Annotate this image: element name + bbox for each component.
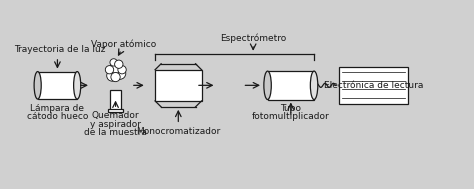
Text: de la muestra: de la muestra — [84, 128, 147, 137]
Ellipse shape — [264, 71, 271, 100]
Text: Electrónica de lectura: Electrónica de lectura — [324, 81, 423, 90]
Text: Lámpara de: Lámpara de — [30, 104, 84, 113]
Text: fotomultiplicador: fotomultiplicador — [252, 112, 330, 121]
Circle shape — [115, 60, 123, 68]
Bar — [155, 70, 201, 101]
Text: Espectrómetro: Espectrómetro — [220, 33, 286, 43]
Text: y aspirador: y aspirador — [90, 120, 141, 129]
Circle shape — [118, 66, 126, 74]
Text: Monocromatizador: Monocromatizador — [136, 127, 220, 136]
Circle shape — [111, 73, 120, 82]
Bar — [108, 109, 123, 112]
Bar — [110, 90, 121, 112]
Bar — [268, 71, 314, 100]
Text: Vapor atómico: Vapor atómico — [91, 39, 156, 49]
Text: Quemador: Quemador — [92, 112, 139, 120]
Circle shape — [110, 62, 121, 73]
Text: Tubo: Tubo — [280, 104, 301, 113]
Circle shape — [107, 70, 118, 81]
Circle shape — [105, 66, 114, 74]
Ellipse shape — [34, 72, 41, 99]
Ellipse shape — [310, 71, 318, 100]
Circle shape — [110, 59, 118, 66]
Bar — [37, 72, 77, 99]
Ellipse shape — [73, 72, 81, 99]
Text: cátodo hueco: cátodo hueco — [27, 112, 88, 121]
Circle shape — [114, 67, 126, 79]
Text: Trayectoria de la luz: Trayectoria de la luz — [14, 45, 106, 54]
Bar — [339, 67, 409, 104]
